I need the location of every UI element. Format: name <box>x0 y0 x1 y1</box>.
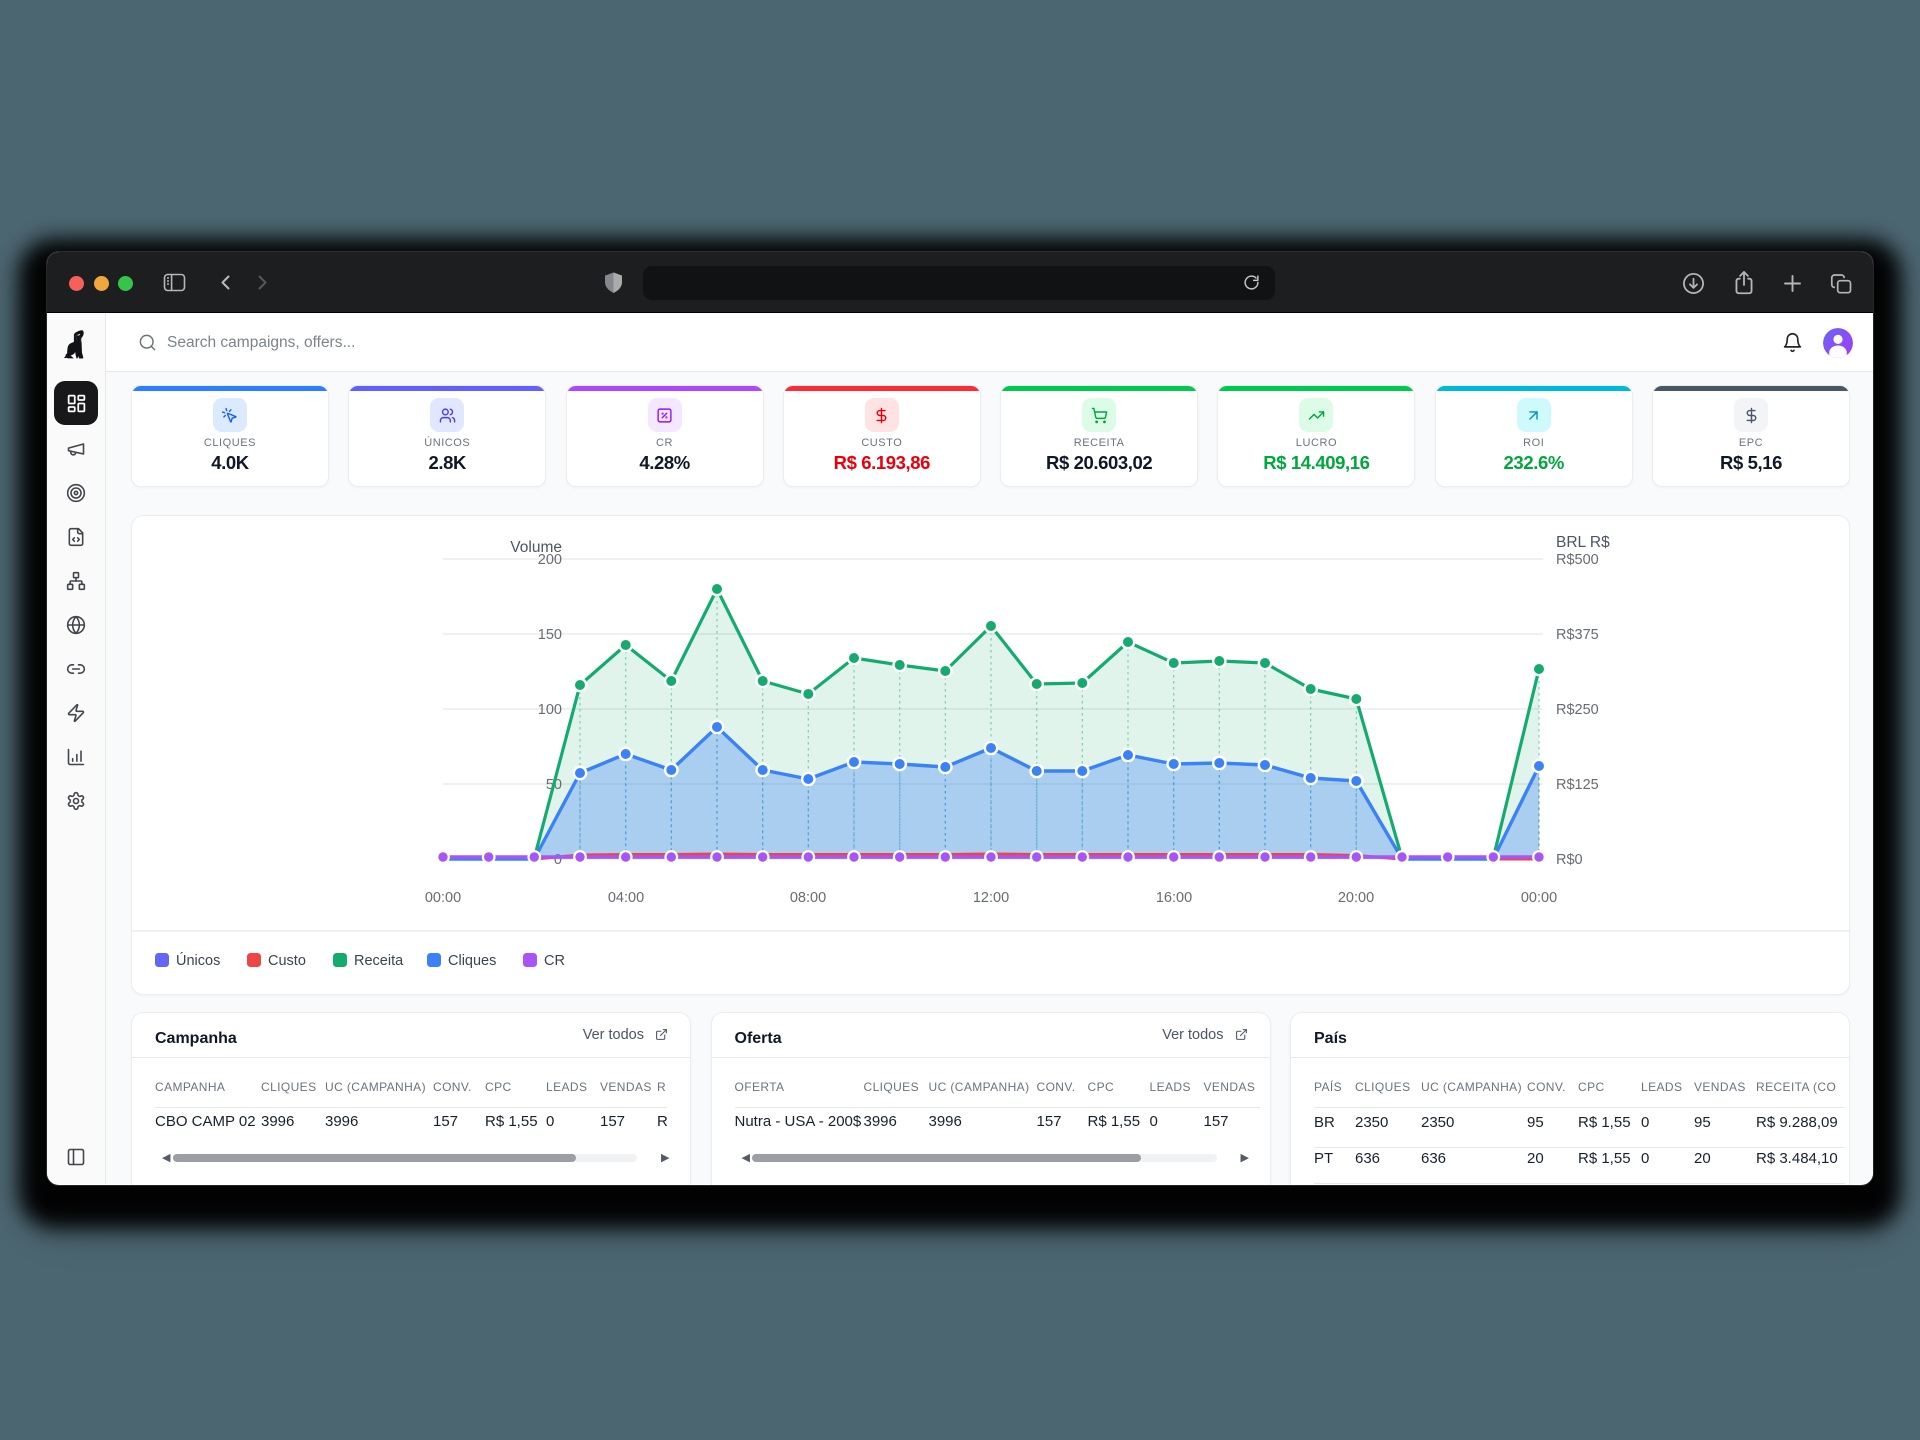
svg-text:00:00: 00:00 <box>425 890 461 906</box>
svg-text:R$250: R$250 <box>1556 702 1599 718</box>
svg-text:100: 100 <box>538 702 562 718</box>
svg-text:Cliques: Cliques <box>448 953 496 969</box>
svg-text:BRL R$: BRL R$ <box>1556 534 1610 551</box>
svg-text:CR: CR <box>544 953 565 969</box>
svg-text:150: 150 <box>538 627 562 643</box>
svg-text:Únicos: Únicos <box>176 952 220 969</box>
svg-text:16:00: 16:00 <box>1156 890 1192 906</box>
svg-text:R$0: R$0 <box>1556 852 1583 868</box>
svg-text:12:00: 12:00 <box>973 890 1009 906</box>
svg-text:R$125: R$125 <box>1556 777 1599 793</box>
svg-text:R$375: R$375 <box>1556 627 1599 643</box>
svg-text:04:00: 04:00 <box>608 890 644 906</box>
svg-text:Volume: Volume <box>510 539 562 556</box>
svg-text:Receita: Receita <box>354 953 404 969</box>
svg-text:20:00: 20:00 <box>1338 890 1374 906</box>
svg-text:200: 200 <box>538 552 562 568</box>
svg-text:R$500: R$500 <box>1556 552 1599 568</box>
svg-text:0: 0 <box>554 852 562 868</box>
svg-text:Custo: Custo <box>268 953 306 969</box>
svg-text:00:00: 00:00 <box>1521 890 1557 906</box>
svg-text:08:00: 08:00 <box>790 890 826 906</box>
